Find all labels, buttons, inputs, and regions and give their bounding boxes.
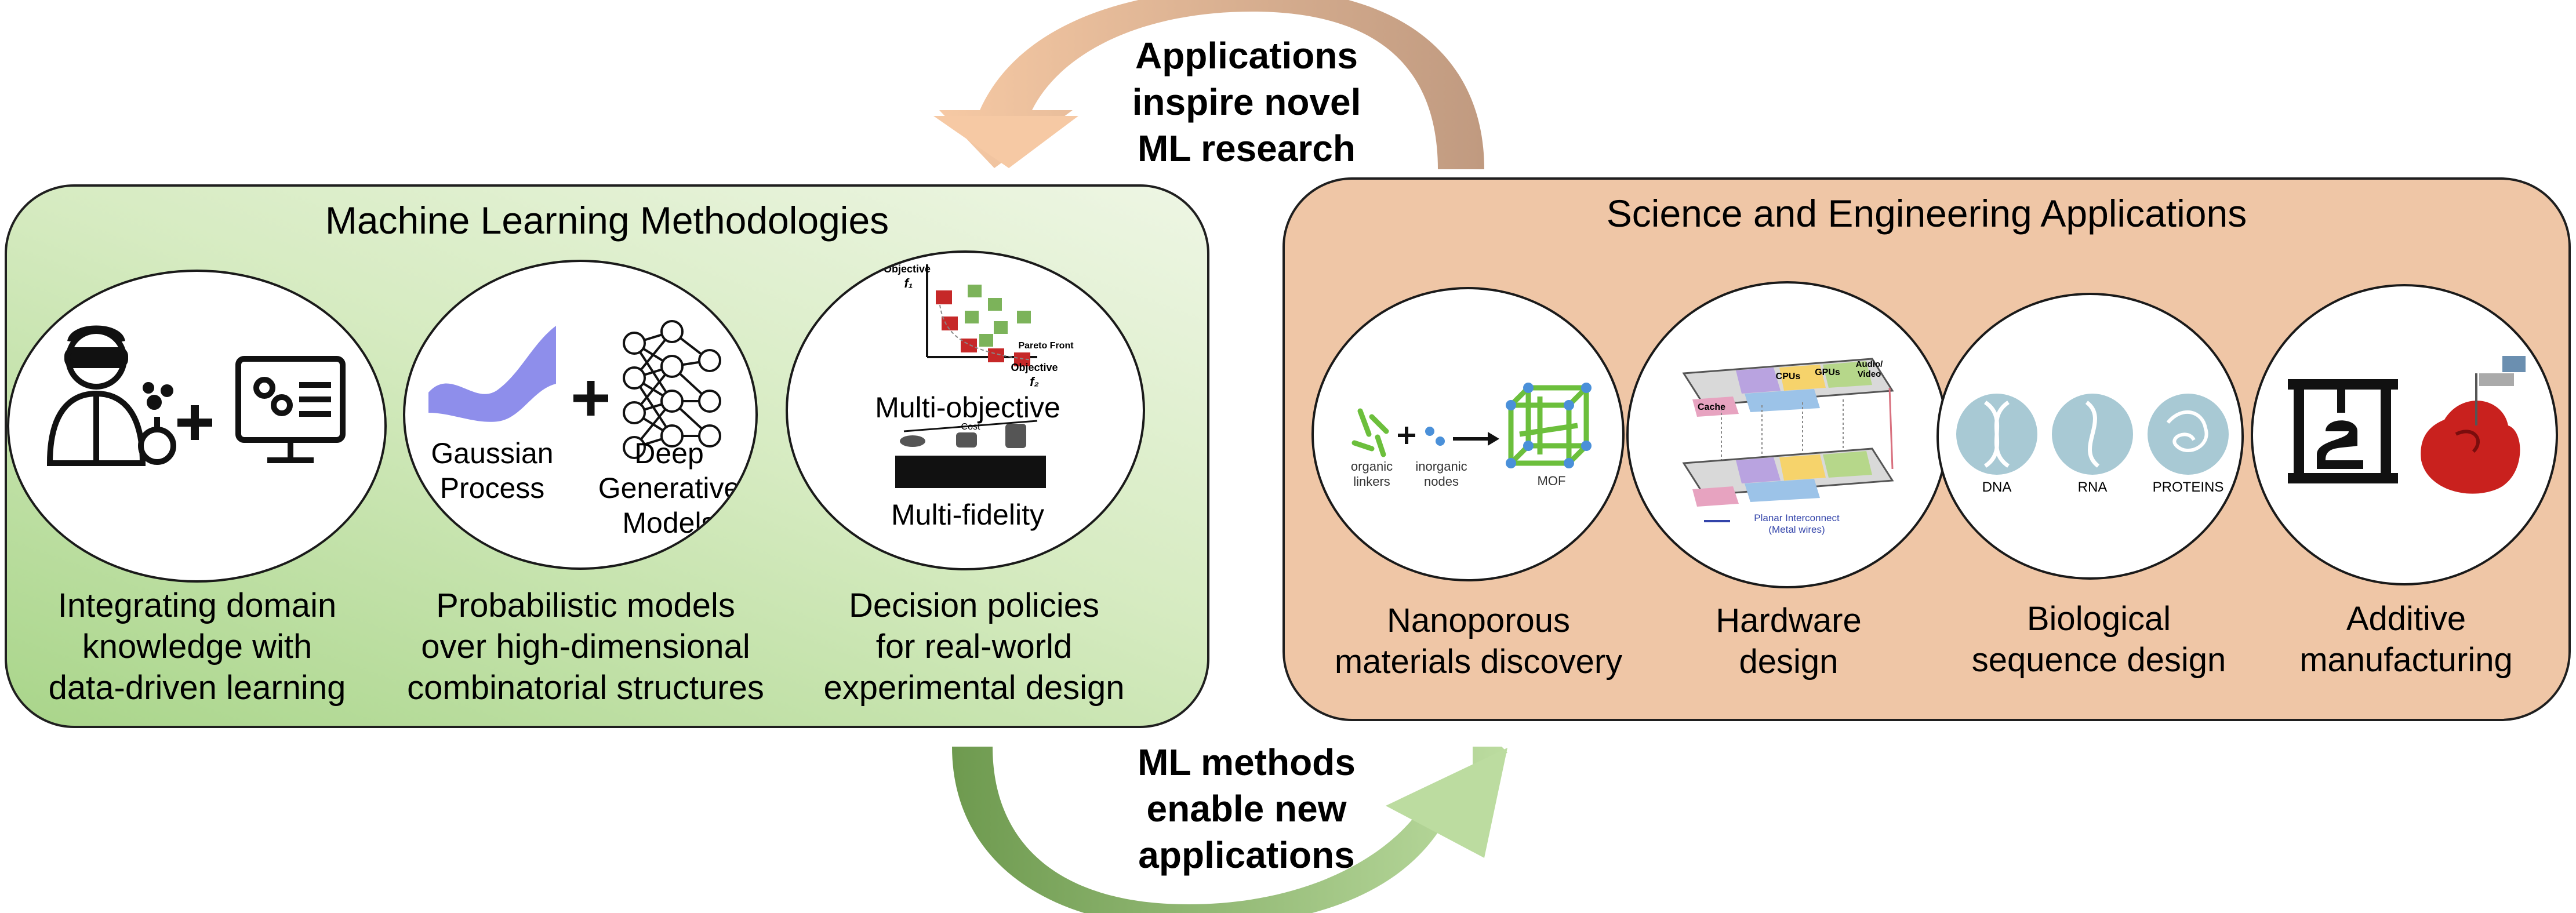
nanoporous-caption: Nanoporous materials discovery [1334,602,1623,681]
deep-generative-models-label: Deep Generative Models [598,437,740,539]
upper-chip-layer [1682,358,1894,417]
gaussian-process-label: Gaussian Process [431,437,554,504]
3d-printer-icon [2288,379,2398,483]
mof-cube-icon [1508,385,1589,466]
scientist-computer-illustration [46,325,346,466]
decision-policies-circle: Objective f₁ Objective f₂ Pareto Front M… [786,250,1145,570]
multi-fidelity-label: Multi-fidelity [891,499,1044,531]
proteins-label: PROTEINS [2152,479,2224,495]
f1-label: f₁ [904,276,913,290]
objective-y-label: Objective [884,263,931,275]
top-curved-arrow [939,0,1484,169]
plus-icon [177,405,212,440]
decision-policies-caption: Decision policies for real-world experim… [823,587,1125,707]
pareto-front-label: Pareto Front [1018,341,1074,351]
inorganic-nodes-label: inorganic nodes [1415,459,1467,489]
objective-x-label: Objective [1011,362,1058,373]
dominated-point [1017,311,1031,323]
pareto-point [942,317,958,330]
multi-objective-label: Multi-objective [875,391,1060,424]
pareto-point [936,290,952,304]
hardware-caption: Hardware design [1716,602,1862,681]
top-arrowhead [933,116,1078,168]
lower-chip-layer [1682,448,1894,507]
biological-circle: DNA RNA PROTEINS [1936,293,2244,580]
sci-panel-title: Science and Engineering Applications [1606,192,2247,235]
pareto-illustration [895,264,1046,488]
bottom-curved-arrow [952,747,1507,913]
hardware-circle: CPUs GPUs Cache Audio/ Video Planar Inte… [1626,281,1948,588]
probabilistic-models-circle: Gaussian Process Deep Generative Models [403,260,758,570]
bio-illustration [1956,394,2229,475]
printed-organ-icon [2421,356,2526,494]
dominated-point [965,311,979,323]
ml-panel-title: Machine Learning Methodologies [325,199,889,242]
pareto-point [961,339,977,352]
bottom-arrowhead [1386,748,1507,858]
rna-label: RNA [2077,479,2108,495]
fidelity-stack-icon [900,424,1026,448]
additive-caption: Additive manufacturing [2299,600,2513,679]
printer-illustration [2288,356,2526,494]
dna-label: DNA [1982,479,2012,495]
gpus-label: GPUs [1815,368,1840,377]
organic-linkers-icon [1351,408,1389,457]
top-arrow-label: Applications inspire novel ML research [1132,35,1361,169]
nanoporous-circle: organic linkers inorganic nodes MOF [1311,287,1625,581]
audio-video-label: Audio/ Video [1855,359,1883,379]
pareto-point [988,348,1004,362]
chip-illustration [1682,358,1894,522]
dominated-point [979,334,993,347]
organic-linkers-label: organic linkers [1350,459,1393,489]
computer-icon [235,356,346,463]
dominated-point [994,321,1008,334]
bottom-arrow-label: ML methods enable new applications [1138,741,1356,876]
f2-label: f₂ [1030,374,1039,389]
cost-label: Cost [961,422,980,432]
mof-label: MOF [1537,474,1566,488]
neural-network-icon [623,320,721,459]
domain-knowledge-caption: Integrating domain knowledge with data-d… [48,587,346,707]
gaussian-process-icon [428,326,556,422]
cache-label: Cache [1697,402,1726,412]
dominated-point [968,285,982,297]
domain-knowledge-circle [7,270,387,583]
fidelity-bar [895,456,1046,488]
probabilistic-models-caption: Probabilistic models over high-dimension… [407,587,764,707]
plus-icon [573,381,608,416]
additive-circle [2251,284,2558,585]
interconnect-label: Planar Interconnect (Metal wires) [1754,512,1840,536]
scientist-icon [46,325,176,466]
plus-icon [1398,427,1415,444]
biological-caption: Biological sequence design [1971,600,2226,679]
mof-illustration [1351,383,1592,468]
cpus-label: CPUs [1775,372,1801,381]
gp-nn-illustration [428,320,721,459]
dominated-point [988,298,1002,311]
